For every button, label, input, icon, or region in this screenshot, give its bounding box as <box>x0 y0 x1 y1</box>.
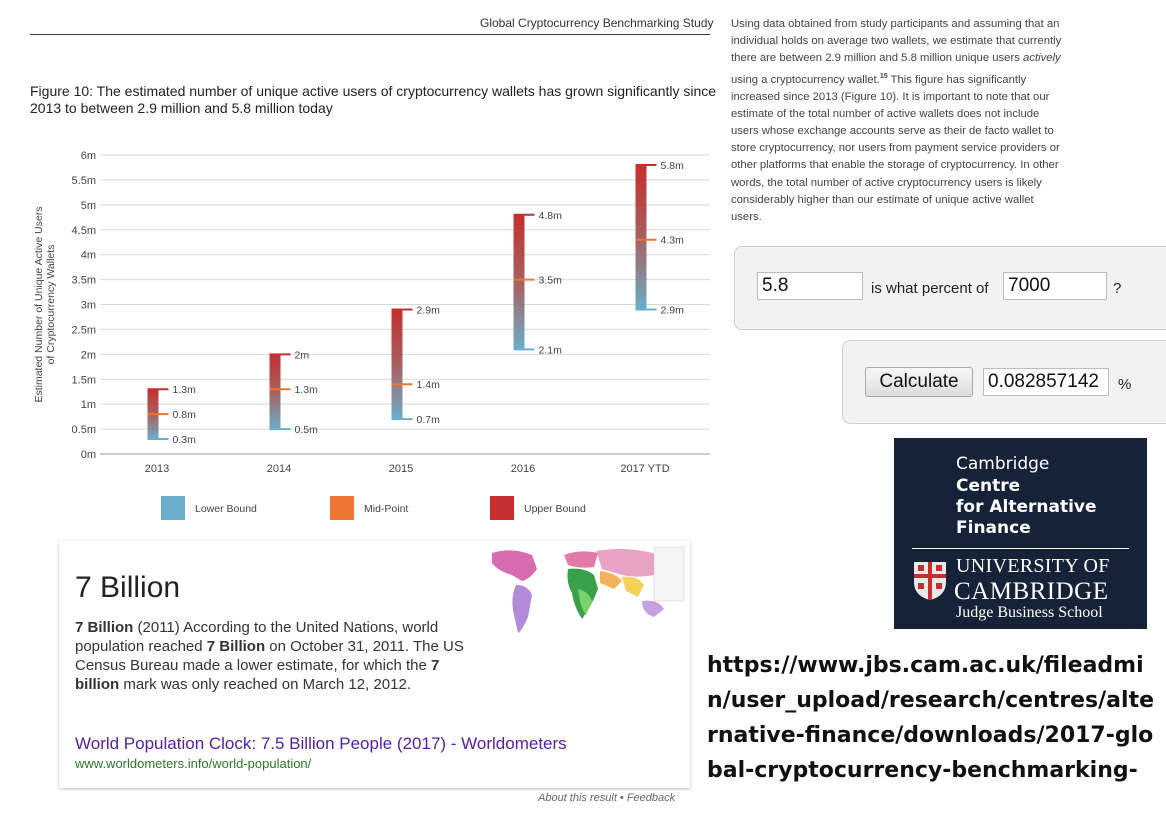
logo-cambridge-wordmark: CAMBRIDGE <box>954 578 1109 605</box>
lower-label: 2.1m <box>539 344 563 356</box>
range-bar <box>269 354 281 430</box>
total-input[interactable] <box>1003 272 1107 300</box>
x-tick-label: 2014 <box>267 463 291 475</box>
calculate-button[interactable]: Calculate <box>865 367 973 397</box>
legend-swatch <box>330 496 354 520</box>
figure-caption: Figure 10: The estimated number of uniqu… <box>30 83 717 116</box>
logo-line-finance: Finance <box>956 518 1031 538</box>
range-bar <box>391 309 403 420</box>
legend: Lower Bound Mid-Point Upper Bound <box>161 496 586 520</box>
x-tick-label: 2017 YTD <box>620 463 669 475</box>
logo-line-cambridge: Cambridge <box>956 454 1050 474</box>
header-divider <box>30 34 710 35</box>
legend-swatch <box>161 496 185 520</box>
logo-divider <box>912 548 1129 549</box>
percent-calculator: is what percent of ? <box>734 246 1166 330</box>
lower-label: 0.5m <box>295 424 319 436</box>
logo-line-centre: Centre <box>956 476 1021 496</box>
body-paragraph: Using data obtained from study participa… <box>731 18 1062 223</box>
y-tick-label: 3m <box>81 300 96 312</box>
upper-label: 2m <box>295 349 310 361</box>
question-mark: ? <box>1113 280 1122 297</box>
bar-chart: 0m 0.5m 1m 1.5m 2m 2.5m 3m 3.5m 4m 4.5m 5m 5.5m 6m 1… <box>33 150 710 520</box>
logo-judge-business-school: Judge Business School <box>956 604 1103 621</box>
y-tick-label: 1m <box>81 399 96 411</box>
search-result-card: 7 Billion 7 Billion (2011) According to … <box>59 541 690 788</box>
calculator-result-panel: Calculate % <box>842 340 1166 424</box>
grid <box>100 154 710 455</box>
y-axis-title: Estimated Number of Unique Active Userso… <box>33 206 57 402</box>
y-axis: 0m 0.5m 1m 1.5m 2m 2.5m 3m 3.5m 4m 4.5m 5m 5.5m 6m <box>72 150 96 461</box>
mid-label: 4.3m <box>661 235 685 247</box>
y-tick-label: 4.5m <box>72 225 96 237</box>
y-tick-label: 4m <box>81 250 96 262</box>
legend-label: Lower Bound <box>195 503 257 515</box>
range-bar <box>513 214 525 350</box>
result-link[interactable]: World Population Clock: 7.5 Billion Peop… <box>75 734 567 753</box>
upper-label: 4.8m <box>539 210 563 222</box>
upper-label: 5.8m <box>661 160 685 172</box>
result-feedback[interactable]: About this result • Feedback <box>538 792 676 804</box>
legend-label: Upper Bound <box>524 503 586 515</box>
x-tick-label: 2013 <box>145 463 169 475</box>
world-population-map-icon <box>492 546 685 633</box>
y-tick-label: 5m <box>81 200 96 212</box>
y-tick-label: 3.5m <box>72 275 96 287</box>
mid-label: 0.8m <box>173 409 197 421</box>
legend-label: Mid-Point <box>364 503 408 515</box>
calculator-label: is what percent of <box>871 280 989 297</box>
mid-label: 3.5m <box>539 275 563 287</box>
x-axis: 2013 2014 2015 2016 2017 YTD <box>145 463 670 475</box>
y-tick-label: 1.5m <box>72 374 96 386</box>
report-header-title: Global Cryptocurrency Benchmarking Study <box>480 16 714 30</box>
result-snippet: 7 Billion (2011) According to the United… <box>75 619 464 693</box>
upper-label: 1.3m <box>173 384 197 396</box>
percent-sign: % <box>1118 376 1132 393</box>
x-tick-label: 2015 <box>389 463 413 475</box>
source-url-text: https://www.jbs.cam.ac.uk/fileadmin/user… <box>707 653 1155 783</box>
value-input[interactable] <box>757 272 863 300</box>
y-tick-label: 6m <box>81 150 96 162</box>
lower-label: 0.3m <box>173 434 197 446</box>
legend-swatch <box>490 496 514 520</box>
logo-line-alternative: for Alternative <box>956 497 1097 517</box>
university-shield-icon <box>914 562 946 600</box>
result-field[interactable] <box>983 368 1109 396</box>
lower-label: 2.9m <box>661 304 685 316</box>
range-bar <box>635 164 647 310</box>
x-tick-label: 2016 <box>511 463 535 475</box>
mid-label: 1.3m <box>295 384 319 396</box>
y-tick-label: 2m <box>81 349 96 361</box>
result-url: www.worldometers.info/world-population/ <box>75 756 312 771</box>
bars: 1.3m 0.8m 0.3m 2m 1.3m 0.5m 2.9m 1.4m 0.7m 4.8m 3.… <box>147 160 685 446</box>
result-heading: 7 Billion <box>75 571 181 604</box>
y-tick-label: 0m <box>81 449 96 461</box>
mid-label: 1.4m <box>417 379 441 391</box>
cambridge-logo: Cambridge Centre for Alternative Finance… <box>894 438 1147 629</box>
upper-label: 2.9m <box>417 304 441 316</box>
y-tick-label: 5.5m <box>72 175 96 187</box>
y-tick-label: 0.5m <box>72 424 96 436</box>
y-tick-label: 2.5m <box>72 324 96 336</box>
logo-university-of: UNIVERSITY OF <box>956 555 1110 577</box>
lower-label: 0.7m <box>417 414 441 426</box>
